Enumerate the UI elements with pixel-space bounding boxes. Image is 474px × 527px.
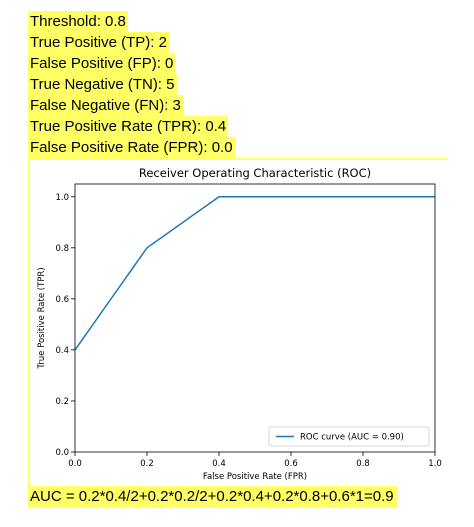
false-positive-rate-text: False Positive Rate (FPR): 0.0 (28, 137, 235, 158)
x-tick-label: 1.0 (428, 459, 442, 469)
y-tick-label: 1.0 (55, 193, 69, 203)
false-positive-text: False Positive (FP): 0 (28, 53, 176, 74)
y-axis-label: True Positive Rate (TPR) (37, 267, 47, 369)
x-axis-label: False Positive Rate (FPR) (203, 472, 307, 482)
y-tick-label: 0.0 (55, 448, 69, 458)
y-tick-label: 0.8 (55, 244, 69, 254)
chart-title: Receiver Operating Characteristic (ROC) (139, 166, 371, 180)
y-tick-label: 0.2 (55, 397, 69, 407)
highlight-left-border (28, 158, 30, 493)
chart-plot-group: Receiver Operating Characteristic (ROC) 0… (37, 166, 442, 482)
x-tick-label: 0.8 (356, 459, 370, 469)
y-tick-label: 0.6 (55, 295, 69, 305)
highlight-top-border (28, 158, 448, 160)
metrics-list: Threshold: 0.8 True Positive (TP): 2 Fal… (28, 11, 235, 158)
true-positive-rate-text: True Positive Rate (TPR): 0.4 (28, 116, 229, 137)
threshold-text: Threshold: 0.8 (28, 11, 128, 32)
legend-box (268, 426, 430, 447)
y-tick-label: 0.4 (55, 346, 69, 356)
plot-frame (74, 183, 436, 453)
roc-curve-line (74, 196, 435, 351)
false-negative-text: False Negative (FN): 3 (28, 95, 183, 116)
x-tick-label: 0.4 (212, 459, 226, 469)
legend-label: ROC curve (AUC = 0.90) (300, 433, 404, 443)
x-tick-label: 0.0 (68, 459, 82, 469)
true-positive-text: True Positive (TP): 2 (28, 32, 169, 53)
x-tick-label: 0.6 (284, 459, 298, 469)
true-negative-text: True Negative (TN): 5 (28, 74, 177, 95)
auc-formula: AUC = 0.2*0.4/2+0.2*0.2/2+0.2*0.4+0.2*0.… (28, 486, 397, 508)
x-tick-label: 0.2 (140, 459, 154, 469)
